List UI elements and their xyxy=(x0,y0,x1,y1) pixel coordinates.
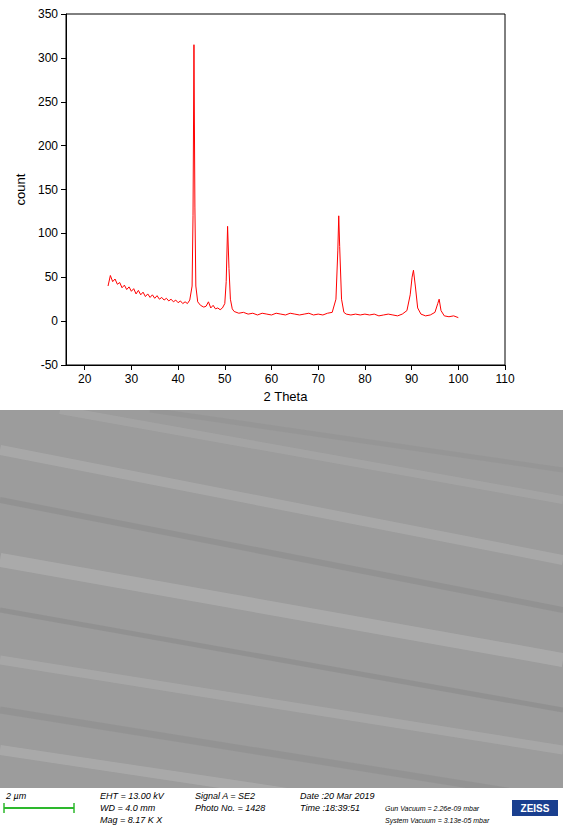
svg-text:ZEISS: ZEISS xyxy=(521,803,550,814)
svg-text:50: 50 xyxy=(218,372,232,386)
svg-text:80: 80 xyxy=(358,372,372,386)
svg-text:20: 20 xyxy=(78,372,92,386)
svg-text:Photo No. = 1428: Photo No. = 1428 xyxy=(195,803,265,813)
svg-text:Signal A = SE2: Signal A = SE2 xyxy=(195,791,255,801)
svg-text:70: 70 xyxy=(312,372,326,386)
svg-text:Date :20 Mar 2019: Date :20 Mar 2019 xyxy=(300,791,375,801)
svg-text:150: 150 xyxy=(38,183,58,197)
svg-text:count: count xyxy=(13,173,28,205)
svg-text:300: 300 xyxy=(38,51,58,65)
svg-text:100: 100 xyxy=(448,372,468,386)
svg-text:30: 30 xyxy=(125,372,139,386)
svg-text:110: 110 xyxy=(495,372,514,386)
svg-text:2 Theta: 2 Theta xyxy=(264,389,309,404)
svg-text:0: 0 xyxy=(51,314,58,328)
svg-text:WD = 4.0 mm: WD = 4.0 mm xyxy=(100,803,156,813)
svg-text:Mag = 8.17 K X: Mag = 8.17 K X xyxy=(100,815,163,825)
svg-text:200: 200 xyxy=(38,139,58,153)
svg-text:Gun Vacuum = 2.26e-09 mbar: Gun Vacuum = 2.26e-09 mbar xyxy=(385,805,480,812)
svg-text:100: 100 xyxy=(38,226,58,240)
svg-text:Time :18:39:51: Time :18:39:51 xyxy=(300,803,360,813)
svg-text:60: 60 xyxy=(265,372,279,386)
svg-text:-50: -50 xyxy=(41,358,59,372)
svg-text:250: 250 xyxy=(38,95,58,109)
svg-text:2 µm: 2 µm xyxy=(5,791,27,801)
svg-text:40: 40 xyxy=(171,372,185,386)
svg-text:50: 50 xyxy=(45,270,59,284)
svg-text:System Vacuum = 3.13e-05 mbar: System Vacuum = 3.13e-05 mbar xyxy=(385,817,490,825)
svg-text:EHT = 13.00 kV: EHT = 13.00 kV xyxy=(100,791,165,801)
svg-text:90: 90 xyxy=(405,372,419,386)
svg-text:350: 350 xyxy=(38,7,58,21)
